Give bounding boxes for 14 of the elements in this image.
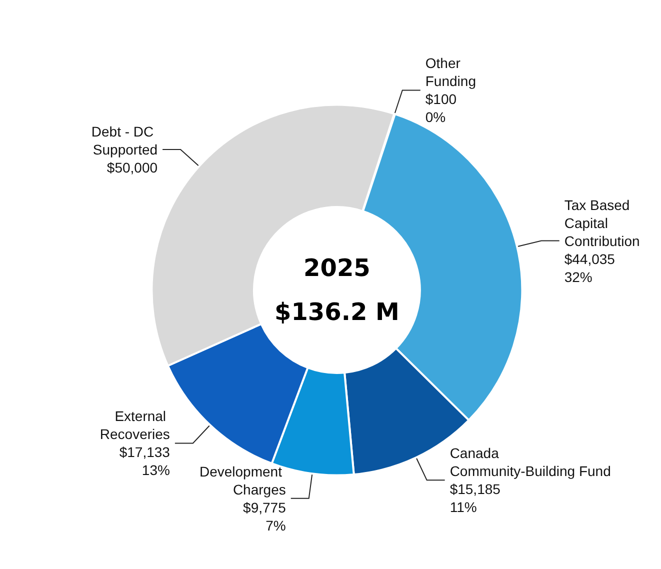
slice-label: Canada Community-Building Fund [450,445,611,480]
text: 2025 [304,254,370,282]
data-label: $100 0% [425,91,457,126]
slice-label: External Recoveries [100,408,170,442]
slice-label: Tax Based Capital Contribution [564,196,640,249]
text: $136.2 M [274,298,400,326]
data-label: $17,133 13% [119,444,170,478]
slice-label: Debt - DC Supported [91,124,158,158]
slice-label: Development Charges [199,463,286,498]
data-label: $15,185 11% [450,481,501,516]
data-label: $9,775 7% [243,499,286,534]
data-label: $50,000 [106,160,158,176]
data-label: $44,035 32% [564,250,616,285]
slice-label: Other Funding [425,55,476,90]
